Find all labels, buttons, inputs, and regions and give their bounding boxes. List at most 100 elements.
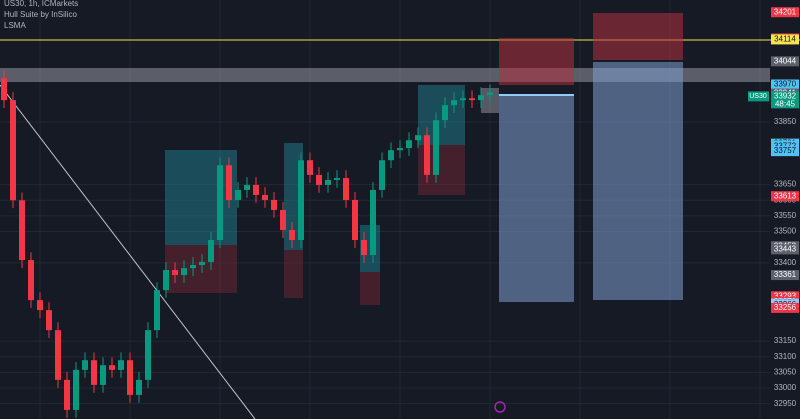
candle-body [46, 310, 52, 331]
zone [0, 68, 770, 82]
candle-body [73, 369, 79, 410]
candle-body [379, 160, 385, 190]
candle-body [253, 184, 259, 195]
short-stop [499, 38, 574, 85]
symbol-label: US30 [749, 93, 767, 100]
price-badge [771, 291, 799, 302]
stop-box [165, 245, 237, 293]
countdown: 48:45 [775, 99, 796, 108]
candle-body [370, 189, 376, 256]
candle-body [334, 178, 340, 180]
price-badge [771, 7, 799, 18]
candle-body [424, 135, 430, 175]
price-badge [771, 56, 799, 67]
candle-body [208, 240, 214, 262]
candle-body [19, 200, 25, 261]
y-tick-label: 33000 [774, 383, 797, 392]
candle-body [244, 184, 250, 190]
long-box [165, 150, 237, 245]
price-badge-label: 33613 [774, 191, 797, 200]
candle-body [307, 160, 313, 175]
trend-line [0, 84, 256, 419]
candle-body [64, 379, 70, 410]
candle-body [397, 148, 403, 151]
candle-body [316, 174, 322, 185]
price-badge [771, 34, 799, 45]
header-line: Hull Suite by InSilico [4, 10, 77, 19]
price-badge-label: 33256 [774, 303, 797, 312]
header-line: US30, 1h, ICMarkets [4, 0, 78, 8]
price-badge [771, 91, 799, 109]
y-tick-label: 32950 [774, 399, 797, 408]
candle-body [343, 178, 349, 200]
candle-body [460, 98, 466, 101]
price-badge [771, 79, 799, 90]
y-tick-label: 33500 [774, 227, 797, 236]
candle-body [91, 360, 97, 385]
y-tick-label: 33050 [774, 367, 797, 376]
candle-body [1, 78, 7, 101]
price-badge-label: 34114 [774, 35, 796, 44]
candle-body [442, 105, 448, 121]
candle-body [478, 95, 484, 101]
candle-body [289, 229, 295, 241]
header-line: LSMA [4, 21, 26, 30]
y-tick-label: 33100 [774, 352, 797, 361]
symbol-badge [748, 91, 769, 102]
icon [494, 401, 506, 413]
drawings [0, 13, 800, 419]
candle-body [10, 100, 16, 201]
price-badge-label: 34044 [774, 56, 797, 65]
candle-body [55, 330, 61, 380]
candle-body [145, 330, 151, 380]
candle-body [451, 100, 457, 106]
y-tick-label: 33850 [774, 117, 797, 126]
candle-body [325, 179, 331, 185]
short-target [593, 62, 683, 300]
y-tick-label: 33150 [774, 336, 797, 345]
price-badge-label: 34201 [774, 7, 797, 16]
candle-body [163, 270, 169, 291]
price-badge [771, 244, 799, 255]
candle-body [361, 240, 367, 256]
candle-body [199, 261, 205, 266]
candle-body [469, 98, 475, 101]
candle-body [487, 92, 493, 96]
candle-body [406, 140, 412, 149]
price-badge-label: 33970 [774, 80, 797, 89]
candle-body [172, 270, 178, 276]
price-badge [771, 270, 799, 281]
price-badge-label: 33361 [774, 270, 797, 279]
price-badge [771, 302, 799, 313]
candle-body [136, 379, 142, 395]
price-badge-label: 33757 [774, 146, 797, 155]
candle-body [100, 365, 106, 385]
candle-body [388, 150, 394, 161]
candle-body [433, 120, 439, 175]
candle-body [109, 365, 115, 370]
y-tick-label: 33550 [774, 211, 797, 220]
candle-body [190, 265, 196, 269]
candle-body [298, 160, 304, 241]
short-stop [593, 13, 683, 60]
long-box [418, 85, 465, 145]
price-badge [771, 191, 799, 202]
candle-body [217, 165, 223, 241]
stop-box [284, 250, 303, 298]
short-target [499, 95, 574, 302]
candle-body [235, 189, 241, 200]
candle-body [181, 268, 187, 276]
candle-body [271, 199, 277, 210]
candle-body [280, 209, 286, 230]
candle-body [262, 194, 268, 200]
candle-body [118, 360, 124, 370]
candle-body [82, 360, 88, 370]
candle-body [415, 135, 421, 141]
stop-box [360, 272, 380, 305]
price-badge-label: 33443 [774, 245, 797, 254]
candle-body [154, 290, 160, 331]
candle-body [37, 300, 43, 311]
candle-body [226, 165, 232, 200]
candle-body [28, 260, 34, 301]
